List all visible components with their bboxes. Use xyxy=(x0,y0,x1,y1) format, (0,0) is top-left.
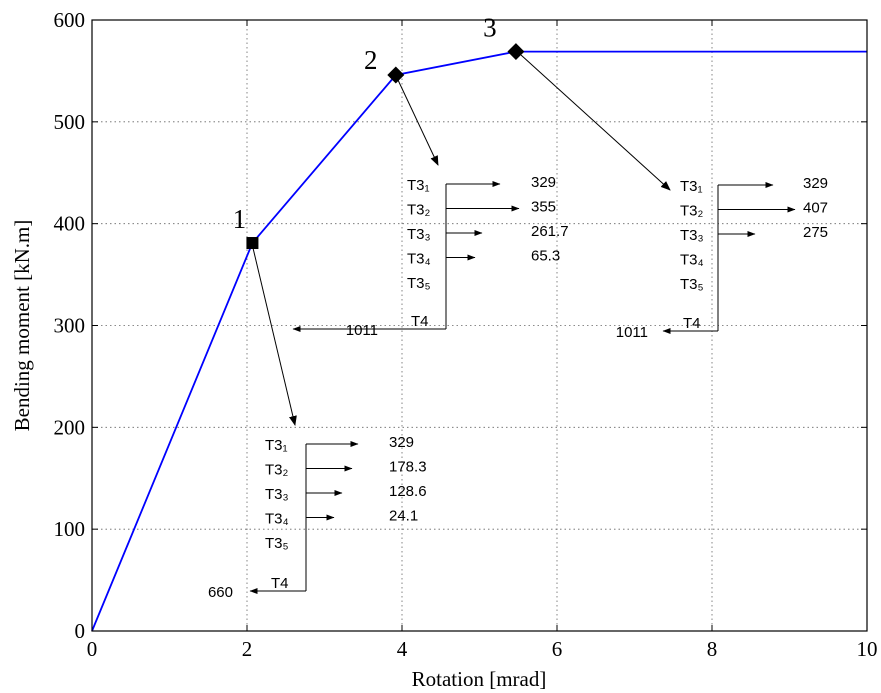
compression-value: 1011 xyxy=(616,324,648,341)
y-tick-label: 100 xyxy=(54,517,86,541)
y-tick-label: 300 xyxy=(54,314,86,338)
force-row-name: T3₂ xyxy=(265,462,289,479)
y-tick-label: 400 xyxy=(54,212,86,236)
compression-value: 660 xyxy=(208,584,233,601)
x-tick-label: 10 xyxy=(857,637,878,661)
force-row-value: 329 xyxy=(803,175,828,192)
force-row-value: 407 xyxy=(803,200,828,217)
y-tick-label: 500 xyxy=(54,110,86,134)
force-row-value: 65.3 xyxy=(531,248,560,265)
pointer-arrow xyxy=(397,79,439,166)
point-label: 1 xyxy=(233,204,247,234)
y-tick-label: 0 xyxy=(75,619,86,643)
y-tick-label: 600 xyxy=(54,8,86,32)
force-row-value: 24.1 xyxy=(389,508,418,525)
force-row-name: T3₅ xyxy=(680,276,704,293)
point-label: 2 xyxy=(364,45,378,75)
x-tick-label: 4 xyxy=(397,637,408,661)
force-row-value: 275 xyxy=(803,224,828,241)
grid xyxy=(92,20,867,631)
x-axis-label: Rotation [mrad] xyxy=(412,667,547,691)
point-marker xyxy=(246,237,259,250)
force-row-name: T3₄ xyxy=(680,252,704,269)
force-row-name: T3₃ xyxy=(680,227,704,244)
pointer-arrow xyxy=(520,54,671,191)
compression-name: T4 xyxy=(683,315,701,332)
series-layer xyxy=(91,50,867,632)
pointer-arrow xyxy=(252,247,297,426)
moment-rotation-line xyxy=(91,50,867,632)
force-row-name: T3₄ xyxy=(407,251,431,268)
force-row-value: 178.3 xyxy=(389,459,427,476)
force-row-name: T3₅ xyxy=(265,535,289,552)
force-row-name: T3₂ xyxy=(680,203,704,220)
force-row-name: T3₅ xyxy=(407,275,431,292)
compression-value: 1011 xyxy=(346,322,378,339)
force-row-value: 261.7 xyxy=(531,223,569,240)
force-row-name: T3₄ xyxy=(265,511,289,528)
force-row-name: T3₁ xyxy=(265,437,288,454)
force-row-value: 128.6 xyxy=(389,483,427,500)
annotation-layer: 1 T3₁ 329 T3₂ 178.3 T3₃ 128.6 T3₄ 24.1 T3₅ T4 660 2 T… xyxy=(208,13,828,601)
point-marker xyxy=(387,66,405,84)
x-tick-label: 0 xyxy=(87,637,98,661)
point-label: 3 xyxy=(483,13,497,43)
force-row-value: 329 xyxy=(389,434,414,451)
x-tick-label: 6 xyxy=(552,637,563,661)
x-tick-label: 2 xyxy=(242,637,253,661)
force-row-value: 329 xyxy=(531,174,556,191)
point-marker xyxy=(507,43,525,61)
y-tick-label: 200 xyxy=(54,415,86,439)
force-row-name: T3₂ xyxy=(407,202,431,219)
compression-name: T4 xyxy=(271,575,289,592)
force-row-name: T3₃ xyxy=(265,486,289,503)
force-row-name: T3₁ xyxy=(407,177,430,194)
y-axis-label: Bending moment [kN.m] xyxy=(10,220,34,432)
force-row-name: T3₃ xyxy=(407,226,431,243)
compression-name: T4 xyxy=(411,313,429,330)
force-row-name: T3₁ xyxy=(680,178,703,195)
force-row-value: 355 xyxy=(531,199,556,216)
x-tick-label: 8 xyxy=(707,637,718,661)
